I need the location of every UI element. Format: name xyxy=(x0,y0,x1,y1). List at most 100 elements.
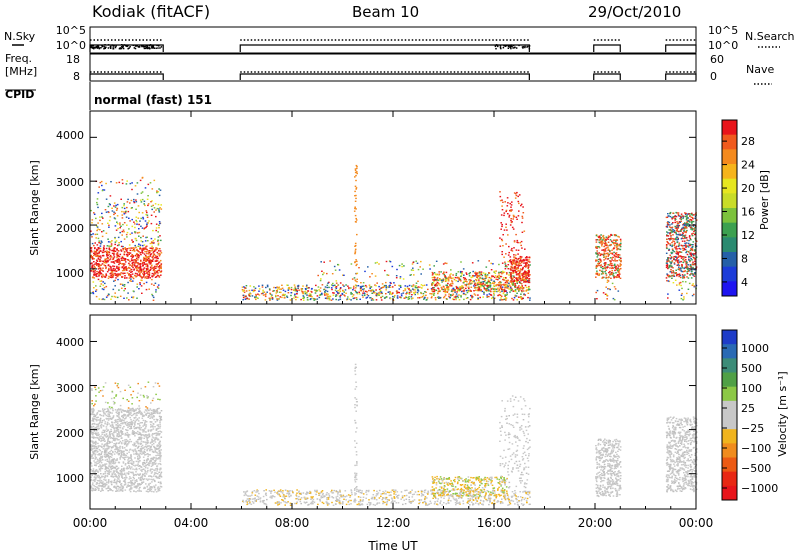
range-cell xyxy=(93,245,95,246)
range-cell xyxy=(521,273,523,274)
range-cell xyxy=(603,259,605,260)
range-cell xyxy=(144,253,146,254)
freq-label-1: Freq. xyxy=(5,52,32,65)
range-cell xyxy=(121,211,123,212)
range-cell xyxy=(147,266,149,267)
range-cell xyxy=(158,434,160,435)
range-cell xyxy=(519,282,521,283)
range-cell xyxy=(375,262,377,263)
range-cell xyxy=(525,266,527,267)
range-cell xyxy=(687,213,689,214)
range-cell xyxy=(160,240,162,241)
range-cell xyxy=(433,280,435,281)
range-cell xyxy=(692,244,694,245)
range-cell xyxy=(150,479,152,480)
range-cell xyxy=(123,231,125,232)
range-cell xyxy=(512,250,514,251)
nsky-point xyxy=(529,48,531,50)
range-cell xyxy=(136,221,138,222)
nsky-point xyxy=(112,46,114,48)
range-cell xyxy=(142,245,144,246)
range-cell xyxy=(401,293,403,294)
range-cell xyxy=(129,489,131,490)
range-cell xyxy=(478,260,480,261)
range-cell xyxy=(518,274,520,275)
range-cell xyxy=(130,234,132,235)
range-cell xyxy=(355,195,357,196)
range-cell xyxy=(523,293,525,294)
range-cell xyxy=(122,446,124,447)
range-cell xyxy=(110,299,112,300)
range-cell xyxy=(147,205,149,206)
range-cell xyxy=(522,267,524,268)
range-cell xyxy=(332,283,334,284)
freq-trace xyxy=(240,74,529,80)
range-cell xyxy=(514,277,516,278)
range-cell xyxy=(305,291,307,292)
range-cell xyxy=(125,457,127,458)
range-cell xyxy=(390,287,392,288)
range-cell xyxy=(297,288,299,289)
range-cell xyxy=(677,261,679,262)
range-cell xyxy=(520,278,522,279)
range-cell xyxy=(392,292,394,293)
range-cell xyxy=(129,478,131,479)
range-cell xyxy=(505,295,507,296)
range-cell xyxy=(132,277,134,278)
range-cell xyxy=(394,295,396,296)
nsky-point xyxy=(157,47,159,49)
range-cell xyxy=(611,265,613,266)
range-cell xyxy=(331,300,333,301)
range-cell xyxy=(690,265,692,266)
range-cell xyxy=(147,240,149,241)
range-cell xyxy=(615,260,617,261)
range-cell xyxy=(111,433,113,434)
range-cell xyxy=(152,295,154,296)
range-cell xyxy=(685,252,687,253)
range-cell xyxy=(459,289,461,290)
range-cell xyxy=(611,241,613,242)
range-cell xyxy=(92,233,94,234)
range-cell xyxy=(111,208,113,209)
range-cell xyxy=(602,266,604,267)
range-cell xyxy=(505,227,507,228)
range-cell xyxy=(501,291,503,292)
range-cell xyxy=(689,236,691,237)
range-cell xyxy=(459,279,461,280)
range-cell xyxy=(331,287,333,288)
range-cell xyxy=(111,296,113,297)
range-cell xyxy=(457,296,459,297)
range-cell xyxy=(159,211,161,212)
range-cell xyxy=(159,478,161,479)
range-cell xyxy=(480,286,482,287)
range-cell xyxy=(682,250,684,251)
range-cell xyxy=(396,269,398,270)
range-cell xyxy=(254,290,256,291)
range-cell xyxy=(145,255,147,256)
range-cell xyxy=(91,457,93,458)
range-cell xyxy=(355,291,357,292)
range-cell xyxy=(147,412,149,413)
range-cell xyxy=(140,200,142,201)
range-cell xyxy=(524,249,526,250)
power-ylabel: Slant Range [km] xyxy=(28,160,41,256)
range-cell xyxy=(384,298,386,299)
range-cell xyxy=(136,266,138,267)
range-cell xyxy=(671,257,673,258)
range-cell xyxy=(143,275,145,276)
range-cell xyxy=(142,474,144,475)
range-cell xyxy=(686,239,688,240)
range-cell xyxy=(371,299,373,300)
range-cell xyxy=(607,258,609,259)
range-cell xyxy=(354,176,356,177)
range-cell xyxy=(336,291,338,292)
range-cell xyxy=(294,284,296,285)
colorbar-tick-label: 24 xyxy=(741,159,755,172)
range-cell xyxy=(436,261,438,262)
range-cell xyxy=(105,480,107,481)
range-cell xyxy=(112,261,114,262)
range-cell xyxy=(690,248,692,249)
nsky-point xyxy=(147,47,149,49)
range-cell xyxy=(317,295,319,296)
range-cell xyxy=(469,281,471,282)
